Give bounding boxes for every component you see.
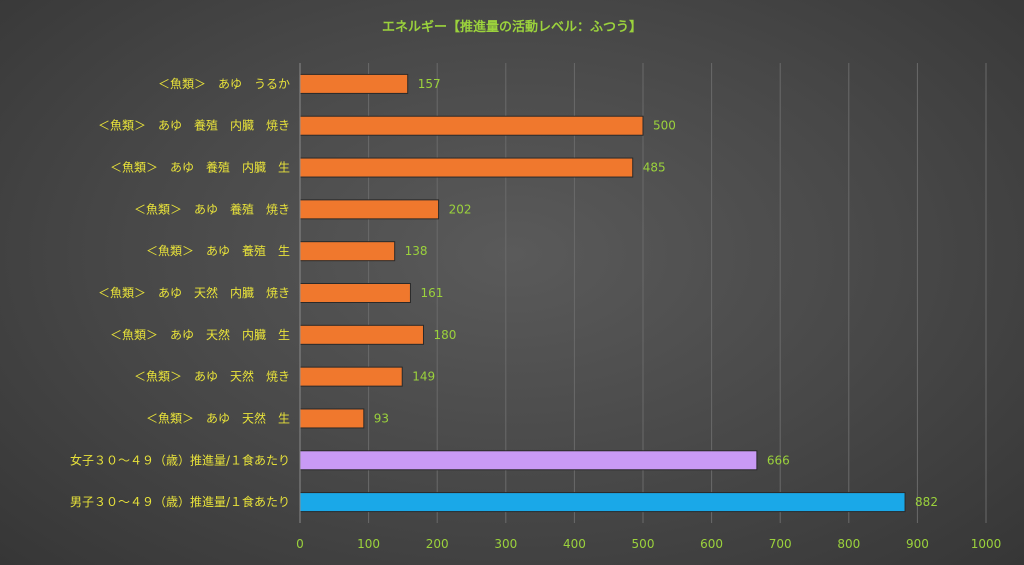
x-tick-label: 500	[632, 537, 655, 551]
data-label: 138	[405, 244, 428, 258]
bar	[299, 199, 440, 220]
bars	[299, 73, 906, 513]
bar	[299, 73, 409, 94]
data-label: 202	[449, 202, 472, 216]
data-label: 149	[412, 370, 435, 384]
category-label: ＜魚類＞ あゆ 天然 焼き	[134, 369, 290, 384]
x-tick-label: 700	[769, 537, 792, 551]
x-tick-label: 200	[426, 537, 449, 551]
bar	[299, 450, 758, 471]
x-tick-label: 400	[563, 537, 586, 551]
bar	[299, 408, 365, 429]
data-label: 93	[374, 411, 389, 425]
x-tick-label: 300	[494, 537, 517, 551]
bar	[299, 366, 403, 387]
x-tick-label: 1000	[971, 537, 1002, 551]
category-label: ＜魚類＞ あゆ 養殖 焼き	[134, 201, 290, 216]
data-label: 500	[653, 119, 676, 133]
bar	[299, 157, 634, 178]
data-label: 485	[643, 161, 666, 175]
x-tick-label: 900	[906, 537, 929, 551]
x-tick-label: 100	[357, 537, 380, 551]
category-label: 女子３０～４９（歳）推進量/１食あたり	[70, 452, 290, 467]
category-label: ＜魚類＞ あゆ 天然 内臓 焼き	[98, 285, 290, 300]
category-label: ＜魚類＞ あゆ 養殖 内臓 生	[110, 160, 290, 175]
bar	[299, 115, 644, 136]
value-labels: 157 500 485 202 138 161 180 149 93 666 882	[374, 77, 938, 509]
x-tick-label: 800	[837, 537, 860, 551]
x-tick-label: 600	[700, 537, 723, 551]
category-labels: ＜魚類＞ あゆ うるか ＜魚類＞ あゆ 養殖 内臓 焼き ＜魚類＞ あゆ 養殖 内臓…	[70, 77, 290, 509]
category-label: ＜魚類＞ あゆ 天然 内臓 生	[110, 327, 290, 342]
category-label: ＜魚類＞ あゆ 天然 生	[146, 410, 290, 425]
data-label: 161	[420, 286, 443, 300]
bar	[299, 283, 411, 303]
category-label: ＜魚類＞ あゆ 養殖 内臓 焼き	[98, 118, 290, 133]
x-axis-tick-labels: 0 100 200 300 400 500 600 700 800 900 1000	[296, 537, 1001, 551]
category-label: ＜魚類＞ あゆ 養殖 生	[146, 243, 290, 258]
gridlines	[368, 63, 987, 523]
category-label: 男子３０～４９（歳）推進量/１食あたり	[70, 494, 290, 509]
bar	[299, 492, 906, 513]
data-label: 180	[433, 328, 456, 342]
data-label: 666	[767, 453, 790, 467]
chart-title: エネルギー【推進量の活動レベル：ふつう】	[382, 19, 642, 35]
data-label: 882	[915, 495, 938, 509]
data-label: 157	[418, 77, 441, 91]
x-tick-label: 0	[296, 537, 304, 551]
bar	[299, 241, 396, 262]
category-label: ＜魚類＞ あゆ うるか	[158, 77, 290, 91]
bar	[299, 324, 424, 345]
